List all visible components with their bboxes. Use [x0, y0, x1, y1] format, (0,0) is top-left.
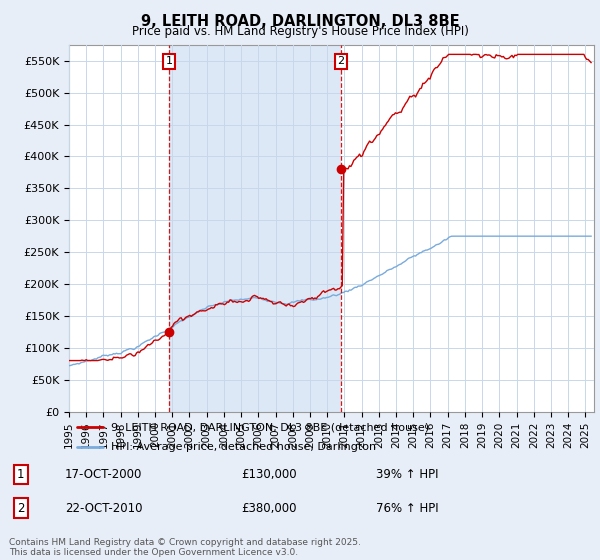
Text: 76% ↑ HPI: 76% ↑ HPI [376, 502, 439, 515]
Text: 1: 1 [166, 57, 172, 66]
Text: 22-OCT-2010: 22-OCT-2010 [65, 502, 142, 515]
Text: 9, LEITH ROAD, DARLINGTON, DL3 8BE (detached house): 9, LEITH ROAD, DARLINGTON, DL3 8BE (deta… [111, 422, 429, 432]
Text: HPI: Average price, detached house, Darlington: HPI: Average price, detached house, Darl… [111, 442, 376, 452]
Text: 2: 2 [17, 502, 25, 515]
Text: 9, LEITH ROAD, DARLINGTON, DL3 8BE: 9, LEITH ROAD, DARLINGTON, DL3 8BE [140, 14, 460, 29]
Text: 17-OCT-2000: 17-OCT-2000 [65, 468, 142, 481]
Text: 1: 1 [17, 468, 25, 481]
Text: Price paid vs. HM Land Registry's House Price Index (HPI): Price paid vs. HM Land Registry's House … [131, 25, 469, 38]
Text: 2: 2 [337, 57, 344, 66]
Text: £380,000: £380,000 [241, 502, 297, 515]
Text: £130,000: £130,000 [241, 468, 297, 481]
Bar [169, 45, 341, 412]
Text: Contains HM Land Registry data © Crown copyright and database right 2025.
This d: Contains HM Land Registry data © Crown c… [9, 538, 361, 557]
Text: 39% ↑ HPI: 39% ↑ HPI [376, 468, 439, 481]
